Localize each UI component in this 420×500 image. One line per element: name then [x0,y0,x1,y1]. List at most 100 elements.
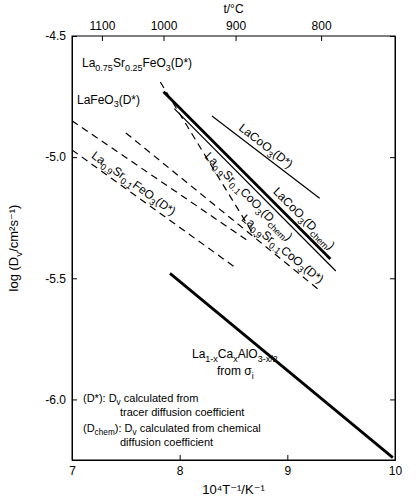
tick-mark [236,36,237,41]
tick: -5.5 [45,272,77,286]
tick [390,157,395,158]
note-line: (D*): Dv calculated from [83,392,198,407]
subscript: chem [95,428,115,437]
tick [390,278,395,279]
note-line: diffusion coefficient [120,436,213,448]
tick: -6.0 [45,393,77,407]
text-part: ): D [115,422,133,434]
x2-axis: 1100 1000 900 800 [90,19,332,41]
x2-axis-title: t/°C [223,2,243,16]
series-label: La0.75Sr0.25FeO3(D*) [82,56,192,73]
tick-mark [390,36,395,37]
subscript: 0.75 [95,63,113,73]
series-line [72,121,250,242]
plot-frame [72,36,395,460]
note-line: (Dchem): Dv calculated from chemical [83,422,261,437]
tick-label: -5.5 [45,272,66,286]
tick: 900 [226,19,246,41]
text-part: tracer diffusion coefficient [120,406,244,418]
tick-mark [72,278,77,279]
text-part: t/°C [223,2,243,16]
series-label: La0.9Sr0.1CoO3(D*) [237,211,326,288]
tick-mark [72,399,77,400]
tick-mark [390,157,395,158]
tick-mark [390,278,395,279]
tick-mark [287,455,288,460]
text-part: (D*): D [83,392,117,404]
tick: 1000 [151,19,178,41]
x-axis-title: 10⁴T⁻¹/K⁻¹ [202,482,265,497]
tick-mark [102,36,103,41]
text-part: (D*) [270,147,295,171]
tick: 1100 [90,19,116,41]
tick-label: -4.5 [45,29,66,43]
text-part: Sr [113,56,125,70]
series-label: La0.9Sr0.1CoO3(Dchem) [200,149,296,245]
tick-label: 10 [389,464,403,478]
text-part: ) [283,231,296,244]
axis-line [390,37,396,461]
text-part: Ca [218,347,234,361]
lines [72,82,393,458]
tick-mark [180,455,181,460]
text-part: from σ [217,364,252,378]
y-axis-title: log (Dv/cm²s⁻¹) [6,205,24,292]
subscript: 3-x/2 [258,354,278,364]
annotation: from σi [217,364,254,381]
series-line [72,150,234,266]
series-line [164,92,331,259]
text-part: calculated from [121,392,199,404]
axis-line [73,455,396,461]
text-part: diffusion coefficient [120,436,213,448]
series-label: LaFeO3(D*) [77,93,140,110]
series-labels: La0.75Sr0.25FeO3(D*) LaFeO3(D*) La0.9Sr0.1… [77,56,338,364]
text-part: calculated from chemical [137,422,261,434]
tick [390,36,395,37]
text-part: La [192,347,206,361]
subscript: 0.25 [125,63,143,73]
text-part: AlO [238,347,258,361]
series-label: La0.9Sr0.1FeO3(D*) [88,148,179,220]
tick [390,399,395,400]
tick: 800 [312,19,332,41]
text-part: (D*) [153,194,178,218]
tick-label: 900 [226,19,246,33]
y-axis: -6.0 -5.5 -5.0 -4.5 [45,29,77,460]
series-label: LaCoO3(Dchem) [268,185,337,255]
text-part: LaFeO [77,93,114,107]
text-part: FeO [142,56,165,70]
tick-mark [72,157,77,158]
tick-mark [164,36,165,41]
tick-mark [390,399,395,400]
tick-label: 1100 [90,19,116,33]
tick-label: -5.0 [45,150,66,164]
series-line [174,109,335,271]
chart-svg: 7 8 9 10 -6.0 -5.5 -5.0 -4.5 1100 1000 900 800 10⁴T⁻… [0,0,420,500]
tick: -5.0 [45,150,77,164]
tick-label: -6.0 [45,393,66,407]
series-label: LaCoO3(D*) [234,121,295,173]
chart-container: 7 8 9 10 -6.0 -5.5 -5.0 -4.5 1100 1000 900 800 10⁴T⁻… [0,0,420,500]
tick: 8 [177,455,184,478]
text-part: ) [325,240,338,253]
tick-label: 9 [284,464,291,478]
subscript: 1-x [205,354,218,364]
tick-label: 8 [177,464,184,478]
notes: (D*): Dv calculated fromtracer diffusion… [83,392,261,448]
tick-mark [72,36,77,37]
y-axis-right [390,37,396,461]
text-part: (D*) [301,262,326,286]
series-label: La1-xCaxAlO3-x/2 [192,347,278,364]
text-part: (D*) [171,56,192,70]
tick-mark [321,36,322,41]
text-part: 10⁴T⁻¹/K⁻¹ [202,482,265,497]
series-line [160,82,255,237]
tick-label: 1000 [151,19,178,33]
tick-label: 800 [312,19,332,33]
subscript: i [252,371,254,381]
tick-label: 7 [69,464,76,478]
text-part: (D [83,422,95,434]
text-part: /cm²s⁻¹) [6,205,21,252]
tick: -4.5 [45,29,77,43]
text-part: (D*) [119,93,140,107]
